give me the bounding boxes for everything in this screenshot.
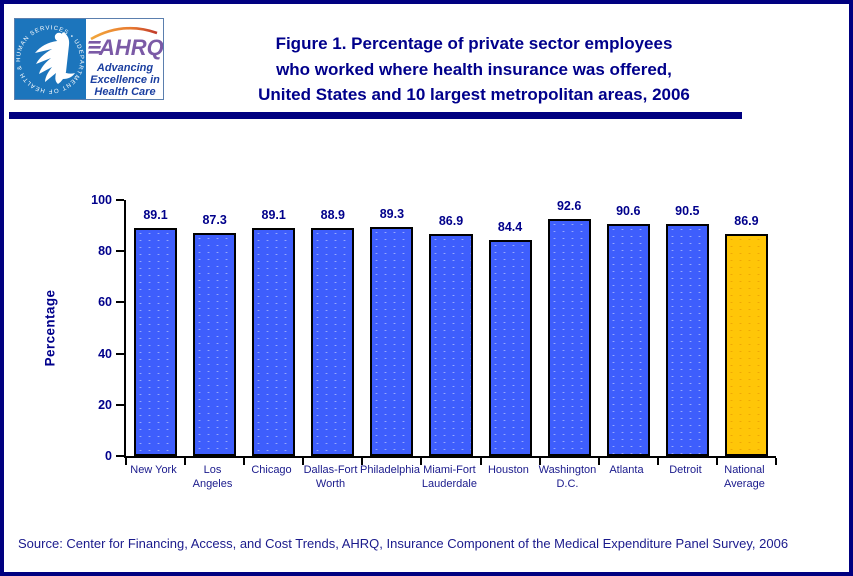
y-tick-mark <box>116 301 124 304</box>
y-tick-mark <box>116 199 124 201</box>
x-category-label-chicago: Chicago <box>251 464 292 476</box>
plot-area: 0 20 40 60 80 100 89.1 87.3 89.1 88.9 89.3 86.9 84.4… <box>91 193 777 465</box>
x-tick-mark <box>775 458 777 465</box>
bar-new-york <box>134 227 178 456</box>
hhs-seal-icon: DEPARTMENT OF HEALTH & HUMAN SERVICES • … <box>12 15 86 99</box>
x-category-label-washington-d-c: Washington D.C. <box>538 464 597 490</box>
x-category-label-dallas-fort-worth: Dallas-Fort Worth <box>303 464 358 490</box>
bar-value-label: 90.5 <box>675 204 700 219</box>
ahrq-tagline: Advancing Excellence in Health Care <box>90 62 160 98</box>
y-tick-mark <box>116 250 124 253</box>
ahrq-tagline-line2: Excellence in <box>90 74 160 86</box>
x-category-label-detroit: Detroit <box>669 464 702 476</box>
x-tick-mark <box>656 458 659 465</box>
bar-dallas-fort-worth <box>311 228 355 456</box>
bar-miami-fort-lauderdale <box>429 233 473 456</box>
bar-value-label: 92.6 <box>556 198 582 213</box>
ahrq-wordmark: AHRQ Advancing Excellence in Health Care <box>86 19 164 99</box>
x-category-label-los-angeles: Los Angeles <box>192 464 233 490</box>
ahrq-speedlines-icon <box>88 41 101 54</box>
figure-title-line3: United States and 10 largest metropolita… <box>258 85 690 104</box>
y-tick-mark <box>116 403 124 406</box>
x-tick-mark <box>538 458 541 465</box>
y-tick-label: 100 <box>91 193 112 207</box>
bar-value-label: 86.9 <box>438 213 464 228</box>
ahrq-hhs-logo-graphic: DEPARTMENT OF HEALTH & HUMAN SERVICES • … <box>12 15 164 99</box>
y-tick-label: 80 <box>98 244 112 259</box>
bar-los-angeles <box>193 232 237 456</box>
ahrq-tagline-line3: Health Care <box>94 86 155 98</box>
bar-value-label: 84.4 <box>497 219 523 234</box>
bar-philadelphia <box>370 227 414 456</box>
x-axis-labels: New York Los Angeles Chicago Dallas-Fort Wort… <box>124 463 774 491</box>
ahrq-wordmark-text: AHRQ <box>98 35 163 60</box>
y-tick-label: 40 <box>98 346 112 361</box>
bar-value-label: 89.1 <box>143 207 168 222</box>
bar-national-average <box>724 233 768 456</box>
bar-atlanta <box>606 224 650 456</box>
x-tick-mark <box>597 458 600 465</box>
x-tick-mark <box>184 458 187 465</box>
header-divider <box>9 112 742 119</box>
bar-value-label: 89.1 <box>261 207 286 222</box>
figure-title-line1: Figure 1. Percentage of private sector e… <box>275 34 673 53</box>
y-tick-mark <box>116 352 124 355</box>
x-tick-mark <box>361 458 364 465</box>
x-category-label-miami-fort-lauderdale: Miami-Fort Lauderdale <box>421 464 477 490</box>
x-category-label-new-york: New York <box>130 464 177 476</box>
x-category-label-atlanta: Atlanta <box>609 464 644 476</box>
bar-detroit <box>665 224 709 456</box>
ahrq-swoosh-icon <box>90 26 158 41</box>
bar-value-label: 90.6 <box>616 204 641 219</box>
x-tick-mark <box>302 458 305 465</box>
x-tick-mark <box>243 458 246 465</box>
figure-title: Figure 1. Percentage of private sector e… <box>144 31 804 108</box>
hhs-eagle-icon <box>35 32 75 84</box>
bar-value-label: 86.9 <box>734 213 759 228</box>
x-tick-mark <box>715 458 718 465</box>
y-tick-label: 60 <box>98 295 112 310</box>
figure-title-line2: who worked where health insurance was of… <box>276 59 672 79</box>
bar-value-label: 89.3 <box>379 207 405 222</box>
x-tick-mark <box>125 458 127 465</box>
ahrq-hhs-logo: DEPARTMENT OF HEALTH & HUMAN SERVICES • … <box>12 15 164 100</box>
x-category-label-philadelphia: Philadelphia <box>360 464 420 476</box>
y-tick-label: 20 <box>98 397 112 412</box>
x-category-label-houston: Houston <box>487 464 529 476</box>
x-tick-mark <box>420 458 423 465</box>
source-note: Source: Center for Financing, Access, an… <box>18 536 789 551</box>
bar-houston <box>488 239 532 456</box>
y-tick-mark <box>116 455 124 457</box>
bar-value-label: 87.3 <box>202 212 227 227</box>
bar-value-label: 88.9 <box>320 208 345 223</box>
ahrq-tagline-line1: Advancing <box>96 62 154 74</box>
bar-chicago <box>252 227 296 456</box>
bar-washington-d-c <box>547 218 591 456</box>
y-tick-label: 0 <box>105 449 112 463</box>
y-axis-title: Percentage <box>42 289 58 367</box>
x-category-label-national-average: National Average <box>724 464 765 490</box>
x-tick-mark <box>479 458 482 465</box>
